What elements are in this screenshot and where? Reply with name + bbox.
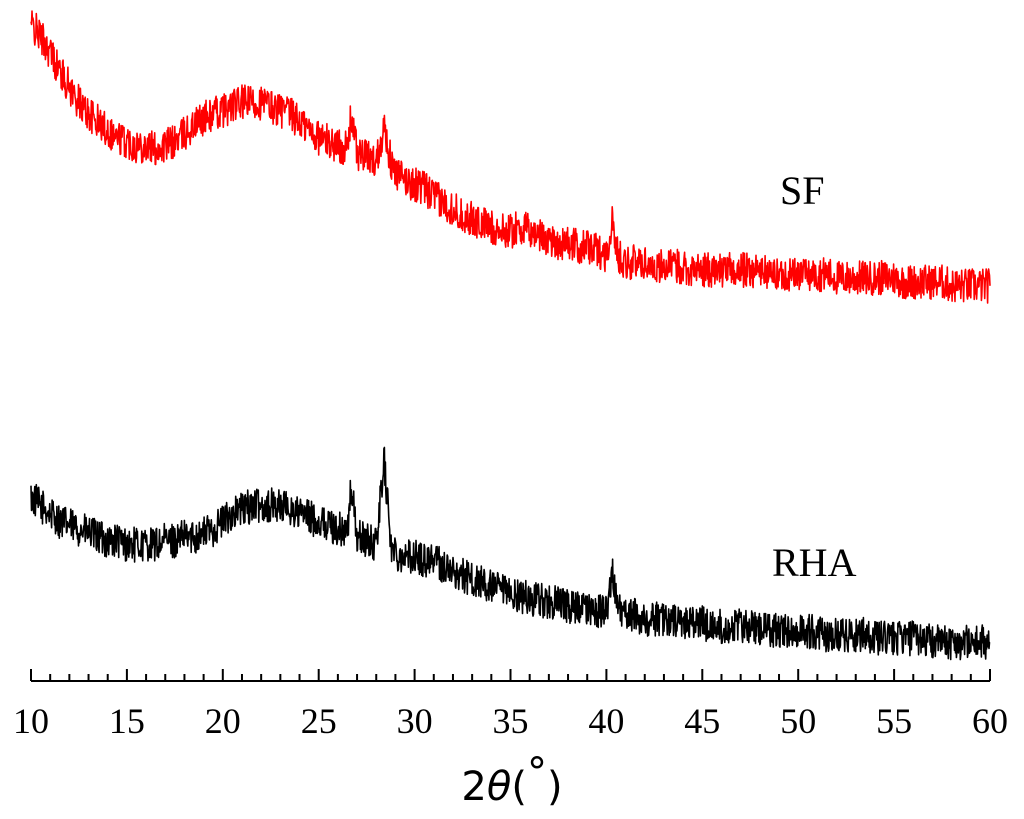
- series-label-rha: RHA: [772, 540, 857, 585]
- x-tick-label: 40: [588, 701, 624, 741]
- x-axis-title: 2θ(°): [461, 750, 562, 810]
- x-tick-label: 35: [493, 701, 529, 741]
- x-axis: 10 15 20 25 30 35 40 45 50 55 60: [13, 669, 1008, 741]
- x-tick-label: 20: [205, 701, 241, 741]
- x-tick-label: 25: [301, 701, 337, 741]
- x-axis-title-paren-open: (: [511, 764, 527, 810]
- x-axis-title-symbol: θ: [487, 764, 511, 810]
- x-tick-label: 30: [397, 701, 433, 741]
- x-axis-title-prefix: 2: [461, 764, 486, 810]
- x-tick-label: 60: [972, 701, 1008, 741]
- series-line-rha: [30, 446, 991, 661]
- x-axis-title-paren-close: ): [547, 764, 563, 810]
- x-tick-label: 50: [780, 701, 816, 741]
- x-tick-label: 45: [684, 701, 720, 741]
- x-tick-label: 15: [109, 701, 145, 741]
- series-layer: [30, 10, 991, 661]
- x-axis-title-unit: °: [527, 750, 547, 796]
- series-line-sf: [30, 10, 991, 304]
- series-label-sf: SF: [780, 168, 825, 213]
- x-tick-label: 55: [876, 701, 912, 741]
- x-tick-label: 10: [13, 701, 49, 741]
